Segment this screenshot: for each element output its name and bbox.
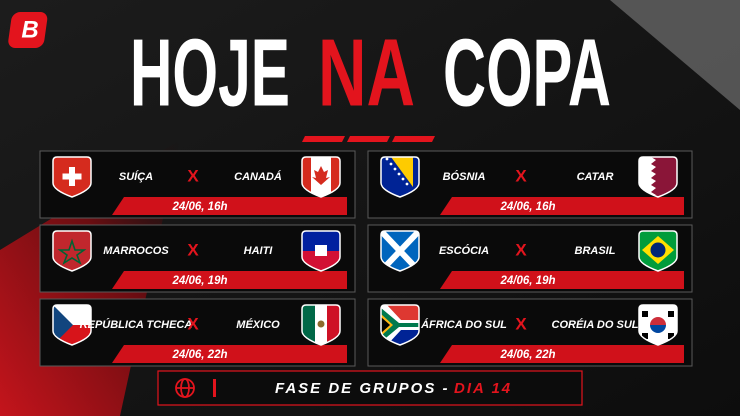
gray-corner bbox=[610, 0, 740, 110]
away-team: CORÉIA DO SUL bbox=[552, 318, 639, 331]
flag-icon bbox=[638, 304, 678, 346]
flag-icon bbox=[52, 304, 92, 346]
away-team: CATAR bbox=[577, 171, 614, 183]
versus: X bbox=[187, 240, 199, 259]
away-team: BRASIL bbox=[575, 245, 616, 257]
title-word: HOJE bbox=[130, 19, 290, 126]
match-time: 24/06, 16h bbox=[500, 201, 556, 213]
date-bar bbox=[112, 271, 347, 289]
title-word: COPA bbox=[443, 19, 611, 126]
versus: X bbox=[515, 314, 527, 333]
match-time: 24/06, 19h bbox=[172, 275, 228, 287]
date-bar bbox=[440, 271, 684, 289]
date-bar bbox=[440, 345, 684, 363]
flag-icon bbox=[638, 230, 678, 272]
footer-day: DIA 14 bbox=[454, 380, 512, 397]
match-list: SUÍÇA X CANADÁ 24/06, 16h BÓSNIA X CATAR 24/06,… bbox=[39, 150, 693, 367]
home-team: MARROCOS bbox=[103, 245, 169, 257]
flag-icon bbox=[301, 156, 341, 198]
date-bar bbox=[112, 345, 347, 363]
home-team: ESCÓCIA bbox=[439, 244, 489, 257]
versus: X bbox=[515, 166, 527, 185]
title-word: NA bbox=[318, 19, 415, 126]
flag-icon bbox=[380, 304, 420, 346]
match-time: 24/06, 22h bbox=[172, 349, 228, 361]
flag-icon bbox=[380, 156, 420, 198]
flag-icon bbox=[301, 230, 341, 272]
date-bar bbox=[440, 197, 684, 215]
home-team: SUÍÇA bbox=[119, 170, 153, 183]
globe-icon bbox=[175, 378, 195, 398]
match-card: BÓSNIA X CATAR 24/06, 16h bbox=[367, 150, 693, 219]
versus: X bbox=[187, 314, 199, 333]
flag-icon bbox=[52, 156, 92, 198]
home-team: REPÚBLICA TCHECA bbox=[80, 318, 193, 331]
match-card: SUÍÇA X CANADÁ 24/06, 16h bbox=[39, 150, 356, 219]
away-team: HAITI bbox=[244, 245, 274, 257]
flag-icon bbox=[380, 230, 420, 272]
footer-box bbox=[157, 370, 583, 406]
flag-icon bbox=[52, 230, 92, 272]
logo: B bbox=[21, 16, 38, 43]
footer-stage: FASE DE GRUPOS - bbox=[275, 380, 450, 397]
versus: X bbox=[515, 240, 527, 259]
away-team: MÉXICO bbox=[236, 318, 280, 331]
logo-badge bbox=[8, 12, 48, 48]
match-card: MARROCOS X HAITI 24/06, 19h bbox=[39, 224, 356, 293]
match-card: ÁFRICA DO SUL X CORÉIA DO SUL 24/06, 22h bbox=[367, 298, 693, 367]
footer-divider bbox=[213, 379, 216, 397]
title-stripes bbox=[302, 136, 435, 142]
match-card: ESCÓCIA X BRASIL 24/06, 19h bbox=[367, 224, 693, 293]
match-time: 24/06, 22h bbox=[500, 349, 556, 361]
home-team: ÁFRICA DO SUL bbox=[420, 318, 507, 331]
title: HOJE NA COPA bbox=[130, 19, 611, 126]
match-time: 24/06, 19h bbox=[500, 275, 556, 287]
date-bar bbox=[112, 197, 347, 215]
flag-icon bbox=[638, 156, 678, 198]
match-time: 24/06, 16h bbox=[172, 201, 228, 213]
versus: X bbox=[187, 166, 199, 185]
away-team: CANADÁ bbox=[234, 170, 282, 183]
flag-icon bbox=[301, 304, 341, 346]
home-team: BÓSNIA bbox=[443, 170, 486, 183]
